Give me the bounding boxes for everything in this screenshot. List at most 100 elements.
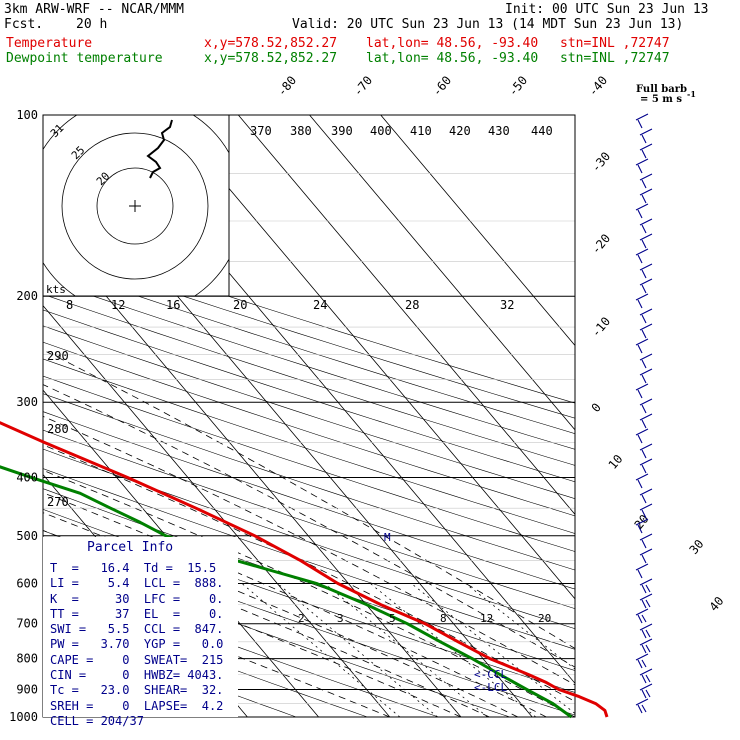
dry-adiabat-label: 370 (250, 124, 272, 138)
wind-barb (635, 383, 649, 399)
wind-barb (639, 488, 653, 504)
wind-barb (639, 548, 653, 564)
pressure-tick-label: 1000 (9, 710, 38, 724)
hodograph-trace (146, 119, 173, 179)
dry-adiabat-label: 380 (290, 124, 312, 138)
parcel-info-row: TT = 37 EL = 0. (50, 606, 224, 621)
dry-adiabat-label: 390 (331, 124, 353, 138)
wind-barb (639, 533, 653, 549)
parcel-info-row: SREH = 0 LAPSE= 4.2 (50, 698, 224, 713)
parcel-info-row: CELL = 204/37 (50, 713, 144, 728)
isotherm-label: -50 (506, 73, 531, 99)
wind-barb (639, 128, 653, 144)
pressure-tick-label: 500 (16, 529, 38, 543)
hodograph-rings (43, 115, 229, 296)
pressure-tick-label: 700 (16, 617, 38, 631)
wind-barb (639, 623, 653, 639)
mixing-ratio-label: 20 (538, 612, 551, 625)
isotherm-label: -80 (275, 73, 300, 99)
hodograph-ring (96, 167, 174, 245)
isotherm-label: 30 (687, 537, 707, 557)
sounding-curves (0, 421, 609, 719)
pressure-tick-label: 300 (16, 395, 38, 409)
wind-barb (635, 608, 649, 624)
dry-adiabat-label: 420 (449, 124, 471, 138)
dry-adiabat-label: 430 (488, 124, 510, 138)
isotherm-label: -20 (589, 231, 614, 257)
wind-barb (639, 593, 653, 609)
parcel-info-row: T = 16.4 Td = 15.5 (50, 561, 217, 575)
wind-barb (639, 668, 653, 684)
wind-barb (639, 413, 653, 429)
parcel-info-title: Parcel Info (87, 540, 174, 555)
wind-barb (635, 563, 649, 579)
barb-legend-units: = 5 m s (640, 94, 682, 105)
isotherm-line (238, 115, 575, 516)
wind-barb (635, 158, 649, 174)
isotherm-line (380, 115, 575, 347)
isotherm-label: -30 (589, 149, 614, 175)
parcel-info-table: T = 16.4 Td = 15.5 LI = 5.4 LCL = 888. K =… (50, 561, 223, 729)
wind-barb (635, 293, 649, 309)
wind-barb (639, 173, 653, 189)
wind-barb (639, 503, 653, 519)
hodograph-units: kts (46, 283, 66, 296)
legend-dewpoint-latlon: lat,lon= 48.56, -93.40 (366, 51, 539, 66)
wind-barb (639, 638, 653, 654)
parcel-info-row: Tc = 23.0 SHEAR= 32. (50, 683, 224, 698)
wind-barb (635, 113, 649, 129)
isotherm-label: 0 (589, 400, 604, 415)
mixing-ratio-label: 3 (337, 612, 344, 625)
moist-adiabat-line (43, 349, 575, 649)
moist-adiabat-line (43, 444, 575, 702)
wind-barb (639, 278, 653, 294)
isotherm-label: -70 (351, 73, 376, 99)
model-title: 3km ARW-WRF -- NCAR/MMM (4, 2, 185, 17)
speed-tick-label: 28 (405, 298, 419, 312)
level-marker-label: <-LCL (474, 681, 507, 694)
wind-barb (635, 338, 649, 354)
wind-barb (639, 263, 653, 279)
wind-barbs (635, 113, 653, 714)
isotherm-label: -40 (586, 73, 611, 99)
wind-barb (639, 578, 653, 594)
parcel-info-row: CIN = 0 HWBZ= 4043. (50, 668, 224, 683)
mixing-ratio-label: 8 (440, 612, 447, 625)
barb-legend-units-exponent: -1 (687, 89, 696, 99)
dry-adiabat-label: 270 (47, 495, 69, 509)
forecast-hours: 20 h (76, 17, 108, 32)
init-time: Init: 00 UTC Sun 23 Jun 13 (505, 2, 709, 17)
legend-temperature-latlon: lat,lon= 48.56, -93.40 (366, 36, 539, 51)
wind-barb (639, 683, 653, 699)
wind-barb (639, 218, 653, 234)
speed-tick-label: 12 (111, 298, 125, 312)
mixing-ratio-line (370, 583, 537, 717)
wind-barb (635, 698, 649, 714)
pressure-tick-label: 900 (16, 682, 38, 696)
speed-tick-label: 16 (166, 298, 180, 312)
parcel-info-row: K = 30 LFC = 0. (50, 591, 224, 606)
isotherm-label: -60 (430, 73, 455, 99)
wind-barb (639, 188, 653, 204)
wind-barb (639, 368, 653, 384)
pressure-tick-label: 200 (16, 289, 38, 303)
mixing-ratio-label: 5 (389, 612, 396, 625)
isotherm-line (166, 115, 575, 600)
legend-dewpoint-name: Dewpoint temperature (6, 51, 163, 66)
wind-barb (635, 473, 649, 489)
mixing-ratio-line (465, 583, 575, 670)
dry-adiabat-label: 410 (410, 124, 432, 138)
mixing-ratio-label: 2 (298, 612, 305, 625)
legend-temperature-name: Temperature (6, 36, 93, 51)
wind-barb (635, 248, 649, 264)
pressure-tick-label: 600 (16, 576, 38, 590)
isotherm-label: 40 (707, 594, 727, 614)
wind-barb (635, 203, 649, 219)
isotherm-label: -10 (589, 314, 614, 340)
dry-adiabat-label: 400 (370, 124, 392, 138)
wind-barb (639, 458, 653, 474)
parcel-info-row: PW = 3.70 YGP = 0.0 (50, 637, 224, 652)
parcel-info-box (43, 537, 238, 717)
parcel-info-row: LI = 5.4 LCL = 888. (50, 576, 224, 591)
